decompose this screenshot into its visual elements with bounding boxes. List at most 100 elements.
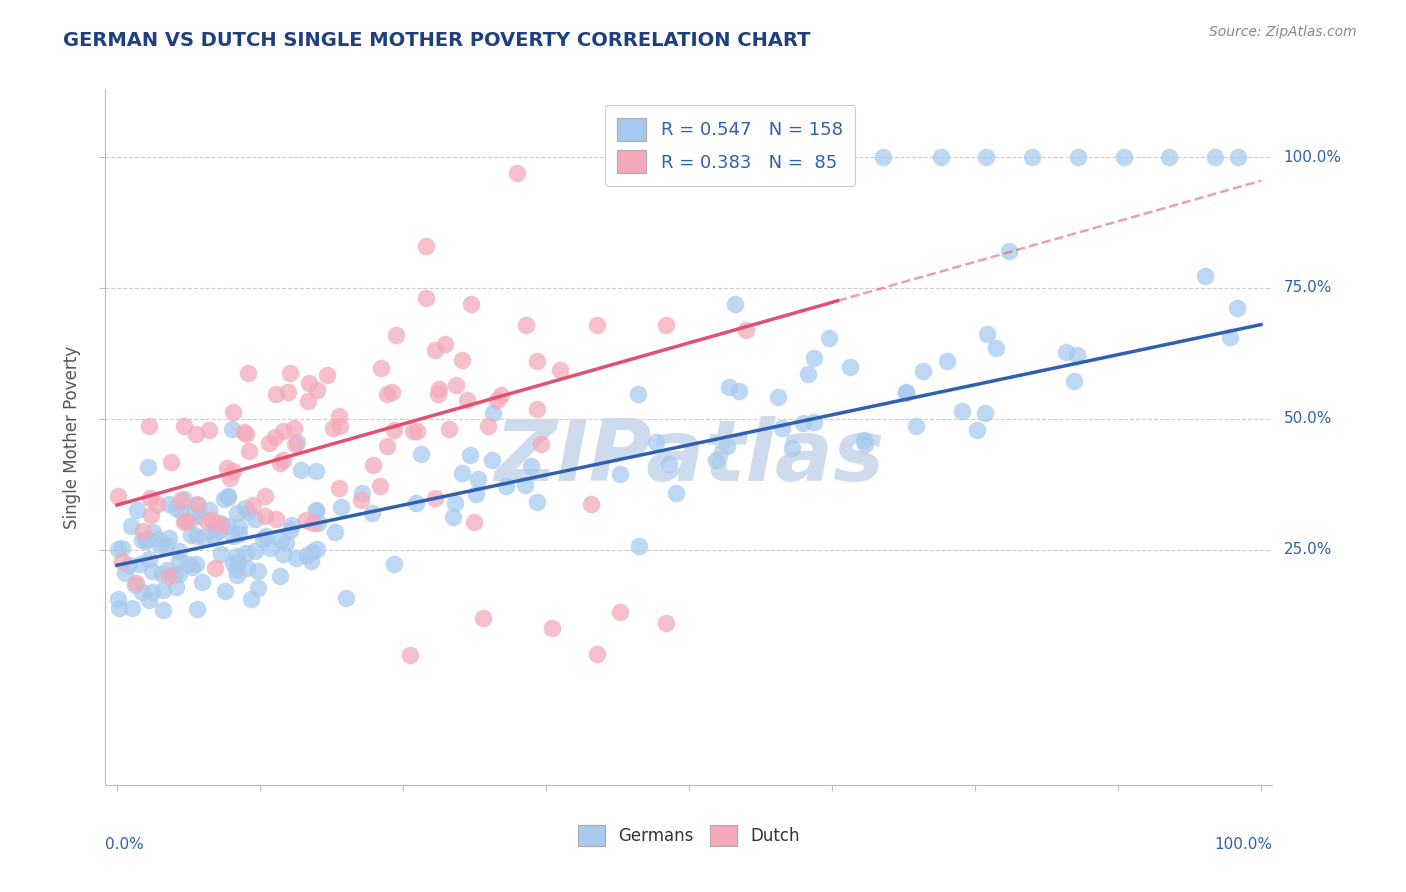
Point: [208, 516, 231, 531]
Point: [247, 581, 270, 595]
Point: [285, 435, 308, 450]
Text: GERMAN VS DUTCH SINGLE MOTHER POVERTY CORRELATION CHART: GERMAN VS DUTCH SINGLE MOTHER POVERTY CO…: [63, 31, 811, 50]
Point: [127, 502, 149, 516]
Point: [225, 562, 247, 576]
Point: [245, 544, 267, 558]
Point: [264, 387, 287, 401]
Point: [477, 419, 499, 434]
Point: [124, 578, 146, 592]
Legend: Germans, Dutch: Germans, Dutch: [571, 819, 807, 853]
Point: [382, 423, 405, 437]
Point: [157, 531, 180, 545]
Point: [135, 532, 157, 546]
Point: [481, 452, 503, 467]
Point: [609, 467, 631, 482]
Point: [131, 524, 153, 538]
Point: [912, 364, 935, 378]
Point: [304, 464, 326, 478]
Point: [284, 436, 307, 450]
Point: [177, 515, 200, 529]
Point: [118, 558, 141, 573]
Point: [138, 551, 160, 566]
Point: [217, 518, 239, 533]
Point: [128, 557, 150, 571]
Text: 25.0%: 25.0%: [1284, 542, 1331, 557]
Point: [770, 420, 793, 434]
Point: [1054, 344, 1077, 359]
Point: [176, 557, 198, 571]
Point: [240, 592, 263, 607]
Point: [1067, 150, 1090, 164]
Point: [973, 406, 995, 420]
Point: [157, 568, 180, 582]
Point: [481, 406, 503, 420]
Point: [242, 498, 264, 512]
Point: [221, 529, 243, 543]
Text: ZIPatlas: ZIPatlas: [494, 417, 884, 500]
Point: [107, 591, 129, 606]
Point: [141, 584, 163, 599]
Point: [803, 416, 825, 430]
Point: [370, 361, 392, 376]
Point: [360, 506, 382, 520]
Point: [170, 492, 193, 507]
Point: [385, 328, 408, 343]
Point: [853, 433, 876, 447]
Point: [335, 591, 357, 605]
Point: [298, 376, 321, 390]
Point: [131, 584, 153, 599]
Point: [274, 536, 297, 550]
Point: [935, 354, 957, 368]
Point: [139, 508, 162, 523]
Point: [307, 516, 329, 530]
Point: [235, 500, 257, 515]
Point: [472, 610, 495, 624]
Point: [409, 447, 432, 461]
Point: [446, 378, 468, 392]
Point: [718, 380, 741, 394]
Point: [191, 574, 214, 589]
Point: [350, 492, 373, 507]
Point: [135, 534, 157, 549]
Point: [148, 533, 170, 547]
Point: [818, 331, 841, 345]
Point: [259, 435, 281, 450]
Point: [207, 524, 229, 538]
Point: [735, 323, 758, 337]
Point: [152, 603, 174, 617]
Point: [236, 505, 259, 519]
Point: [236, 366, 259, 380]
Point: [305, 502, 328, 516]
Point: [1063, 374, 1085, 388]
Point: [415, 239, 437, 253]
Point: [283, 421, 305, 435]
Point: [382, 557, 405, 571]
Point: [1219, 329, 1241, 343]
Point: [735, 166, 758, 180]
Point: [352, 485, 374, 500]
Point: [423, 491, 446, 506]
Point: [586, 318, 609, 332]
Point: [302, 516, 325, 530]
Point: [156, 563, 179, 577]
Point: [121, 600, 143, 615]
Point: [433, 337, 456, 351]
Point: [766, 390, 789, 404]
Point: [186, 602, 208, 616]
Point: [515, 318, 537, 332]
Point: [1204, 150, 1226, 164]
Point: [526, 495, 548, 509]
Point: [489, 388, 512, 402]
Point: [330, 500, 353, 514]
Point: [204, 521, 226, 535]
Point: [204, 561, 226, 575]
Point: [271, 547, 294, 561]
Point: [290, 463, 312, 477]
Point: [704, 452, 727, 467]
Point: [984, 341, 1007, 355]
Point: [183, 505, 205, 519]
Point: [228, 520, 250, 534]
Point: [328, 481, 350, 495]
Point: [976, 326, 998, 341]
Point: [167, 544, 190, 558]
